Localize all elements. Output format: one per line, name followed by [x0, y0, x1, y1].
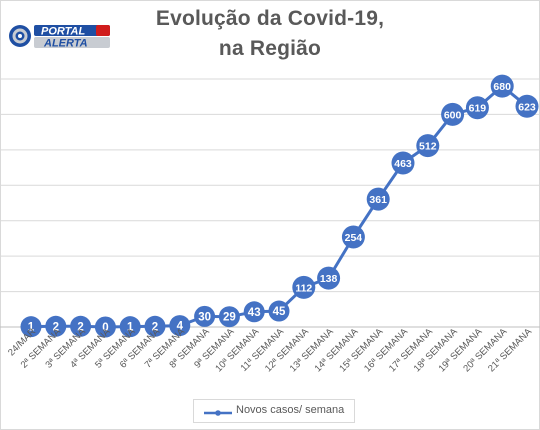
data-label: 361: [369, 194, 387, 206]
data-point: 600: [441, 102, 465, 126]
data-point-marker: [119, 316, 141, 338]
legend-label: Novos casos/ semana: [236, 404, 345, 416]
data-point: 43: [243, 301, 265, 323]
data-point-marker: [144, 315, 166, 337]
data-label: 619: [469, 103, 487, 115]
data-label: 623: [518, 101, 536, 113]
data-point: 4: [169, 315, 191, 337]
data-label: 600: [444, 109, 462, 121]
data-point-marker: [45, 315, 67, 337]
chart-title-line-2: na Região: [218, 37, 322, 60]
data-label: 680: [493, 81, 511, 93]
data-label: 2: [53, 321, 59, 333]
data-point-marker: [317, 266, 341, 290]
chart-title: Evolução da Covid-19, na Região: [120, 4, 420, 64]
data-point-marker: [94, 316, 116, 338]
data-label: 254: [345, 232, 363, 244]
data-point: 1: [119, 316, 141, 338]
data-point-marker: [391, 151, 415, 175]
data-point-marker: [268, 300, 290, 322]
data-point: 463: [391, 151, 415, 175]
data-label: 45: [273, 306, 286, 318]
data-point: 45: [268, 300, 290, 322]
data-point-marker: [515, 94, 539, 118]
data-label: 2: [77, 321, 83, 333]
data-point-marker: [416, 134, 440, 158]
data-label: 0: [102, 322, 108, 334]
data-point-marker: [490, 74, 514, 98]
data-point-marker: [465, 96, 489, 120]
legend: Novos casos/ semana: [193, 399, 355, 423]
logo-line2: ALERTA: [43, 38, 88, 50]
data-label: 43: [248, 307, 261, 319]
data-label: 29: [223, 312, 236, 324]
data-point-marker: [194, 305, 216, 327]
data-point: 2: [45, 315, 67, 337]
data-point: 29: [218, 306, 240, 328]
data-point: 619: [465, 96, 489, 120]
data-label: 138: [320, 273, 338, 285]
chart-title-line-1: Evolução da Covid-19,: [155, 7, 385, 30]
data-point: 623: [515, 94, 539, 118]
data-point: 1: [20, 316, 42, 338]
data-point: 2: [70, 315, 92, 337]
data-label: 112: [295, 282, 312, 294]
data-label: 463: [394, 158, 412, 170]
data-point-marker: [169, 315, 191, 337]
data-label: 512: [419, 141, 437, 153]
data-point: 30: [194, 305, 216, 327]
data-point: 254: [341, 225, 365, 249]
data-point: 361: [366, 187, 390, 211]
data-point-marker: [70, 315, 92, 337]
data-point-marker: [292, 275, 316, 299]
portal-alerta-logo: PORTAL ALERTA: [8, 22, 112, 62]
data-point-marker: [366, 187, 390, 211]
data-label: 30: [198, 311, 211, 323]
data-point: 0: [94, 316, 116, 338]
data-point-marker: [243, 301, 265, 323]
data-point: 112: [292, 275, 316, 299]
data-point: 680: [490, 74, 514, 98]
data-point-marker: [441, 102, 465, 126]
data-point: 2: [144, 315, 166, 337]
data-label: 1: [127, 322, 134, 334]
data-point-marker: [218, 306, 240, 328]
logo-line1: PORTAL: [41, 26, 85, 38]
data-label: 2: [152, 321, 158, 333]
data-point: 512: [416, 134, 440, 158]
data-point: 138: [317, 266, 341, 290]
data-label: 1: [28, 322, 35, 334]
legend-line-marker-icon: [204, 410, 232, 416]
data-point-marker: [20, 316, 42, 338]
data-point-marker: [341, 225, 365, 249]
data-label: 4: [177, 321, 184, 333]
